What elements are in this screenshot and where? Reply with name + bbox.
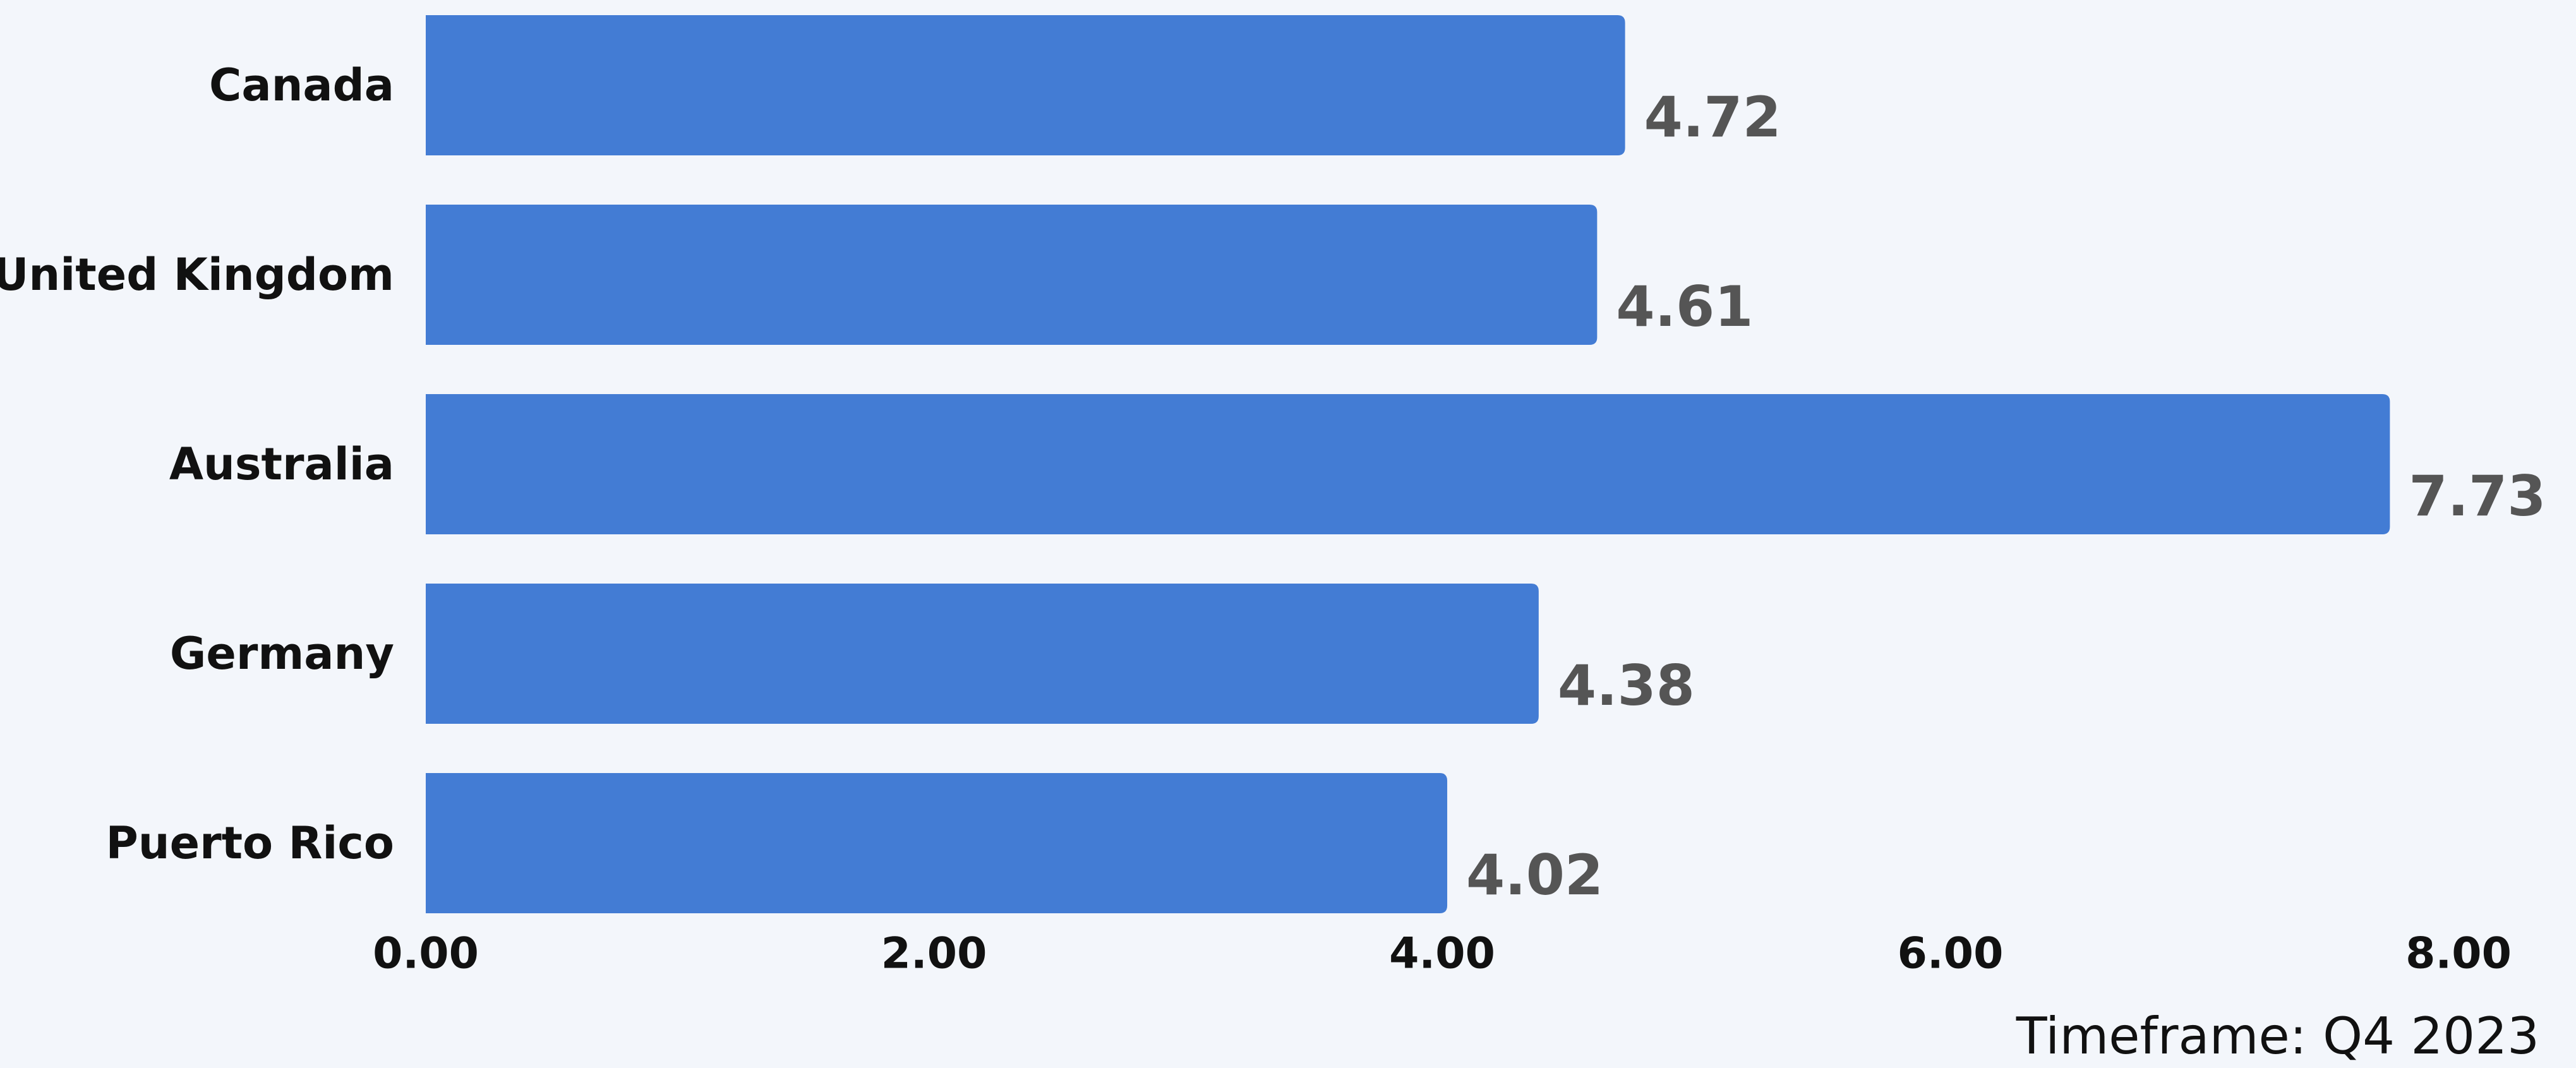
category-label: United Kingdom	[0, 249, 394, 301]
x-tick-label: 6.00	[1898, 929, 2004, 979]
bar-australia	[426, 394, 2390, 534]
value-label: 4.61	[1616, 274, 1753, 339]
value-label: 4.72	[1644, 85, 1781, 150]
x-tick-label: 0.00	[373, 929, 479, 979]
x-axis-ticks: 0.00 2.00 4.00 6.00 8.00	[373, 929, 2512, 979]
bar-canada	[426, 15, 1625, 155]
x-tick-label: 2.00	[881, 929, 987, 979]
value-label: 4.02	[1466, 843, 1603, 908]
bar-united-kingdom	[426, 205, 1598, 345]
bar-puerto-rico	[426, 773, 1448, 913]
category-label: Puerto Rico	[105, 817, 394, 869]
category-label: Canada	[209, 59, 394, 111]
category-label: Germany	[170, 628, 394, 680]
value-label: 4.38	[1558, 653, 1695, 718]
timeframe-footnote: Timeframe: Q4 2023	[2016, 1007, 2539, 1065]
labels-layer: Canada 4.72 United Kingdom 4.61 Australia 7.7…	[0, 59, 2546, 908]
x-tick-label: 4.00	[1389, 929, 1495, 979]
bars-layer	[426, 15, 2390, 913]
x-tick-label: 8.00	[2405, 929, 2512, 979]
value-label: 7.73	[2409, 464, 2546, 529]
category-label: Australia	[169, 438, 394, 490]
bar-germany	[426, 584, 1539, 724]
